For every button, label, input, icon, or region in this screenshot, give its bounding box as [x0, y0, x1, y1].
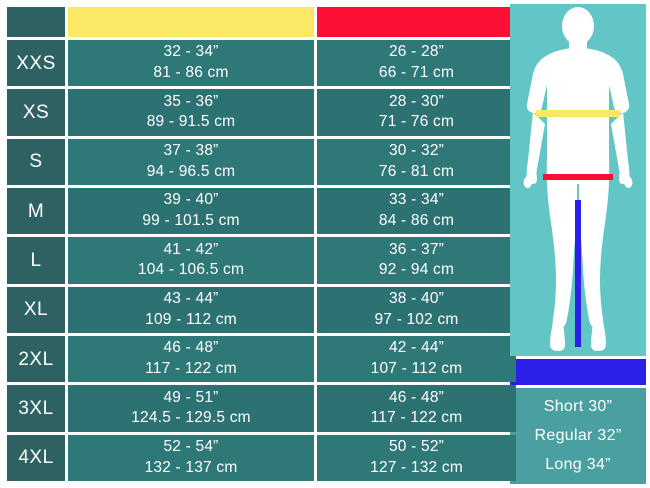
- inseam-option: Long 34”: [545, 456, 611, 473]
- waist-inches: 36 - 37”: [388, 240, 445, 258]
- size-label-xl: XL: [7, 286, 65, 333]
- waist-inches: 30 - 32”: [388, 141, 445, 159]
- chest-measure-line: [536, 110, 620, 117]
- chest-measurement-cell: 46 - 48” 117 - 122 cm: [68, 335, 314, 383]
- chest-centimeters: 81 - 86 cm: [153, 64, 229, 82]
- waist-measurement-cell: 46 - 48” 117 - 122 cm: [317, 385, 516, 432]
- chest-measurement-cell: 35 - 36” 89 - 91.5 cm: [68, 89, 314, 136]
- chest-centimeters: 109 - 112 cm: [145, 310, 237, 328]
- size-table-container: XXS 32 - 34” 81 - 86 cm 26 - 28” 66 - 71 cm X…: [7, 7, 516, 481]
- inseam-accent-bar: [510, 359, 646, 385]
- chest-inches: 43 - 44”: [163, 289, 219, 307]
- waist-inches: 38 - 40”: [388, 289, 445, 307]
- header-size-column: [7, 7, 65, 37]
- measurement-guide-panel: Short 30” Regular 32” Long 34”: [510, 0, 650, 488]
- body-figure-container: [510, 4, 646, 356]
- chest-inches: 46 - 48”: [163, 339, 219, 357]
- waist-measurement-cell: 33 - 34” 84 - 86 cm: [317, 187, 516, 235]
- waist-inches: 33 - 34”: [388, 191, 445, 209]
- chest-measurement-cell: 32 - 34” 81 - 86 cm: [68, 40, 314, 87]
- waist-measurement-cell: 26 - 28” 66 - 71 cm: [317, 40, 516, 87]
- size-table: XXS 32 - 34” 81 - 86 cm 26 - 28” 66 - 71 cm X…: [4, 4, 519, 484]
- waist-measurement-cell: 30 - 32” 76 - 81 cm: [317, 138, 516, 185]
- inseam-option: Short 30”: [543, 398, 613, 415]
- waist-measure-line: [543, 174, 613, 180]
- waist-inches: 46 - 48”: [388, 388, 445, 406]
- table-row: 4XL 52 - 54” 132 - 137 cm 50 - 52” 127 - 132…: [7, 434, 516, 481]
- chest-inches: 41 - 42”: [163, 240, 219, 258]
- size-label-xs: XS: [7, 89, 65, 136]
- waist-measurement-cell: 28 - 30” 71 - 76 cm: [317, 89, 516, 136]
- chest-inches: 49 - 51”: [163, 388, 219, 406]
- size-label-l: L: [7, 237, 65, 284]
- inseam-measure-line: [575, 200, 581, 347]
- waist-inches: 28 - 30”: [388, 92, 445, 110]
- waist-measurement-cell: 36 - 37” 92 - 94 cm: [317, 237, 516, 284]
- chest-centimeters: 94 - 96.5 cm: [146, 162, 236, 180]
- waist-inches: 26 - 28”: [388, 43, 445, 61]
- chest-measurement-cell: 52 - 54” 132 - 137 cm: [68, 434, 314, 481]
- size-label-m: M: [7, 187, 65, 235]
- male-body-silhouette-icon: [523, 7, 633, 351]
- waist-centimeters: 97 - 102 cm: [374, 310, 459, 328]
- chest-measurement-cell: 39 - 40” 99 - 101.5 cm: [68, 187, 314, 235]
- chest-centimeters: 99 - 101.5 cm: [142, 212, 240, 230]
- size-label-4xl: 4XL: [7, 434, 65, 481]
- waist-centimeters: 92 - 94 cm: [378, 261, 455, 279]
- waist-centimeters: 84 - 86 cm: [378, 212, 455, 230]
- chest-inches: 37 - 38”: [163, 141, 219, 159]
- chest-measurement-cell: 41 - 42” 104 - 106.5 cm: [68, 237, 314, 284]
- waist-measurement-cell: 38 - 40” 97 - 102 cm: [317, 286, 516, 333]
- waist-centimeters: 66 - 71 cm: [378, 64, 455, 82]
- table-header: [7, 7, 516, 37]
- chest-centimeters: 104 - 106.5 cm: [137, 261, 245, 279]
- size-label-xxs: XXS: [7, 40, 65, 87]
- table-row: XXS 32 - 34” 81 - 86 cm 26 - 28” 66 - 71 cm: [7, 40, 516, 87]
- waist-inches: 50 - 52”: [388, 437, 445, 455]
- chest-inches: 39 - 40”: [163, 191, 219, 209]
- chest-measurement-cell: 49 - 51” 124.5 - 129.5 cm: [68, 385, 314, 432]
- chest-centimeters: 124.5 - 129.5 cm: [131, 409, 251, 427]
- size-label-s: S: [7, 138, 65, 185]
- chest-inches: 52 - 54”: [163, 437, 219, 455]
- size-label-3xl: 3XL: [7, 385, 65, 432]
- table-body: XXS 32 - 34” 81 - 86 cm 26 - 28” 66 - 71 cm X…: [7, 40, 516, 481]
- waist-inches: 42 - 44”: [388, 339, 445, 357]
- table-row: S 37 - 38” 94 - 96.5 cm 30 - 32” 76 - 81 cm: [7, 138, 516, 185]
- table-row: 2XL 46 - 48” 117 - 122 cm 42 - 44” 107 - 112…: [7, 335, 516, 383]
- waist-centimeters: 107 - 112 cm: [370, 360, 463, 378]
- table-row: XS 35 - 36” 89 - 91.5 cm 28 - 30” 71 - 76 cm: [7, 89, 516, 136]
- chest-measurement-cell: 43 - 44” 109 - 112 cm: [68, 286, 314, 333]
- chest-measurement-cell: 37 - 38” 94 - 96.5 cm: [68, 138, 314, 185]
- chest-inches: 32 - 34”: [163, 43, 219, 61]
- table-row: 3XL 49 - 51” 124.5 - 129.5 cm 46 - 48” 117 -…: [7, 385, 516, 432]
- waist-measurement-cell: 42 - 44” 107 - 112 cm: [317, 335, 516, 383]
- header-row: [7, 7, 516, 37]
- table-row: M 39 - 40” 99 - 101.5 cm 33 - 34” 84 - 86 cm: [7, 187, 516, 235]
- chest-centimeters: 132 - 137 cm: [144, 458, 238, 476]
- table-row: L 41 - 42” 104 - 106.5 cm 36 - 37” 92 - 94 c…: [7, 237, 516, 284]
- header-waist-column: [317, 7, 516, 37]
- chest-centimeters: 117 - 122 cm: [145, 360, 237, 378]
- waist-centimeters: 71 - 76 cm: [378, 113, 455, 131]
- inseam-options-list: Short 30” Regular 32” Long 34”: [510, 388, 646, 484]
- table-row: XL 43 - 44” 109 - 112 cm 38 - 40” 97 - 102 c…: [7, 286, 516, 333]
- header-chest-column: [68, 7, 314, 37]
- inseam-option: Regular 32”: [534, 427, 622, 444]
- chest-inches: 35 - 36”: [163, 92, 219, 110]
- size-label-2xl: 2XL: [7, 335, 65, 383]
- waist-measurement-cell: 50 - 52” 127 - 132 cm: [317, 434, 516, 481]
- waist-centimeters: 76 - 81 cm: [378, 162, 455, 180]
- waist-centimeters: 117 - 122 cm: [370, 409, 463, 427]
- waist-centimeters: 127 - 132 cm: [370, 458, 463, 476]
- chest-centimeters: 89 - 91.5 cm: [146, 113, 236, 131]
